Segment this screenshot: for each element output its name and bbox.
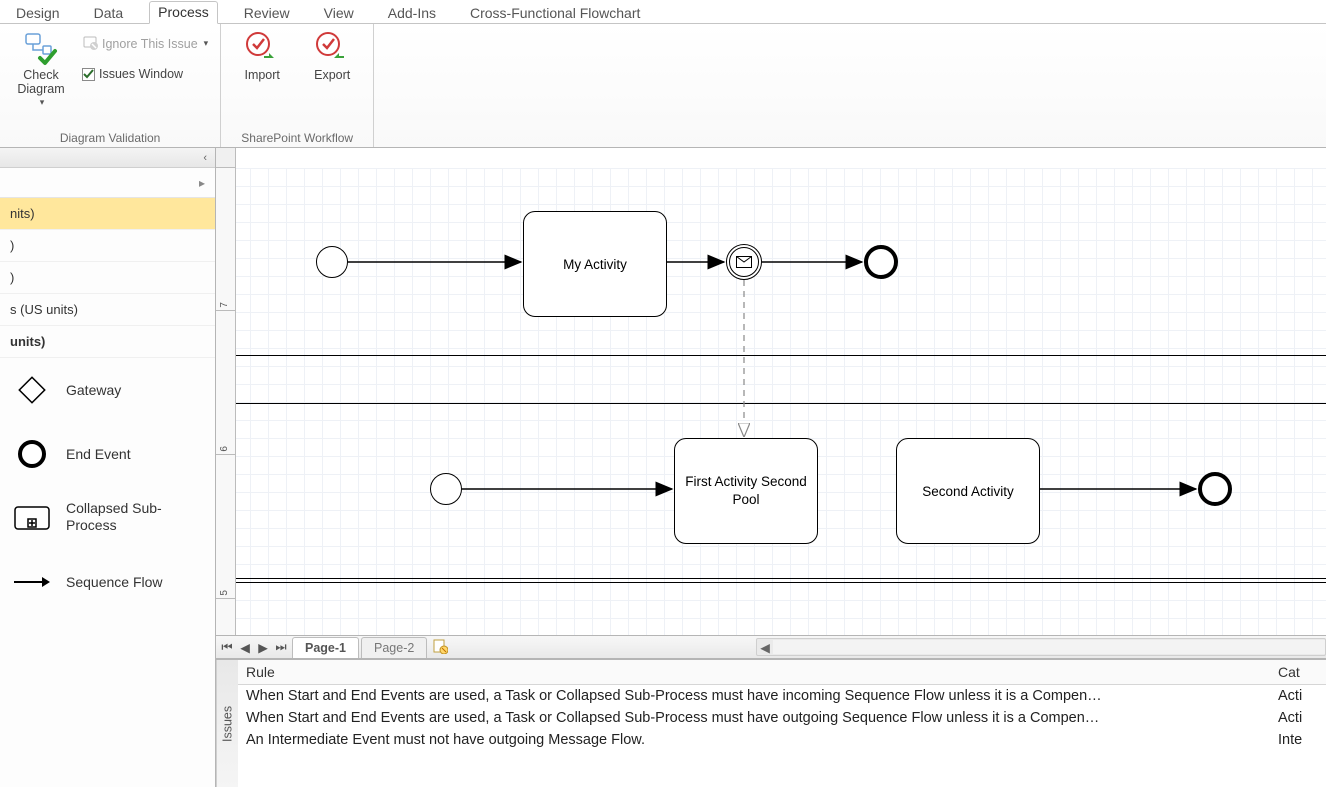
stencil-label: End Event	[66, 446, 131, 462]
edges-layer	[236, 168, 1326, 635]
stencil-label: Collapsed Sub-Process	[66, 500, 203, 534]
end-event[interactable]	[1198, 472, 1232, 506]
main: ‹ ▸ nits) ) ) s (US units) units) Gatewa…	[0, 148, 1326, 787]
task-my-activity[interactable]: My Activity	[523, 211, 667, 317]
end-event[interactable]	[864, 245, 898, 279]
canvas-wrap: 2345678 765	[216, 148, 1326, 787]
group-diagram-validation: Check Diagram Ignore This Issue	[0, 24, 221, 147]
issue-cat: Acti	[1278, 710, 1318, 726]
issues-window-toggle[interactable]: Issues Window	[80, 65, 210, 83]
issue-rule: An Intermediate Event must not have outg…	[246, 732, 1278, 748]
shape-category[interactable]: nits)	[0, 198, 215, 230]
group-label-validation: Diagram Validation	[10, 129, 210, 145]
new-page-icon[interactable]	[431, 638, 449, 657]
tab-addins[interactable]: Add-Ins	[380, 3, 444, 24]
ignore-issue-label: Ignore This Issue	[102, 37, 198, 51]
issues-col-rule[interactable]: Rule	[246, 664, 1278, 680]
stencil-list: Gateway End Event Collapsed Sub-Proce	[0, 358, 215, 787]
issues-panel-tab[interactable]: Issues	[216, 660, 238, 787]
intermediate-message-event[interactable]	[726, 244, 762, 280]
ruler-vertical: 765	[216, 168, 236, 635]
task-label: My Activity	[563, 257, 627, 272]
import-button[interactable]: Import	[231, 28, 293, 82]
shape-category[interactable]: )	[0, 230, 215, 262]
pool-boundary	[236, 355, 1326, 356]
issue-cat: Inte	[1278, 732, 1318, 748]
check-diagram-button[interactable]: Check Diagram	[10, 28, 72, 108]
group-sharepoint: Import Export SharePoint Workflow	[221, 24, 374, 147]
page-tab[interactable]: Page-1	[292, 637, 359, 658]
gateway-icon	[12, 372, 52, 408]
issues-window-label: Issues Window	[99, 67, 183, 81]
issue-rule: When Start and End Events are used, a Ta…	[246, 688, 1278, 704]
ribbon: Check Diagram Ignore This Issue	[0, 24, 1326, 148]
export-button[interactable]: Export	[301, 28, 363, 82]
tab-process[interactable]: Process	[149, 1, 218, 24]
stencil-gateway[interactable]: Gateway	[6, 368, 209, 412]
pool-boundary	[236, 403, 1326, 404]
page-nav-last-icon[interactable]: ⏭	[272, 640, 290, 655]
issues-col-cat[interactable]: Cat	[1278, 664, 1318, 680]
issues-row[interactable]: When Start and End Events are used, a Ta…	[238, 707, 1326, 729]
issues-window-checkbox[interactable]	[82, 68, 95, 81]
shapes-collapse-icon[interactable]: ‹	[0, 148, 215, 168]
shapes-more-icon[interactable]: ▸	[0, 168, 215, 198]
issues-row[interactable]: An Intermediate Event must not have outg…	[238, 729, 1326, 751]
page-nav-prev-icon[interactable]: ◀	[236, 640, 254, 655]
stencil-label: Sequence Flow	[66, 574, 163, 590]
end-event-icon	[12, 436, 52, 472]
pool-boundary	[236, 578, 1326, 579]
stencil-sequence-flow[interactable]: Sequence Flow	[6, 560, 209, 604]
shape-category[interactable]: units)	[0, 326, 215, 358]
import-label: Import	[244, 68, 279, 82]
ignore-issue-button[interactable]: Ignore This Issue	[80, 32, 210, 55]
export-icon	[314, 30, 350, 66]
tab-review[interactable]: Review	[236, 3, 298, 24]
start-event[interactable]	[430, 473, 462, 505]
stencil-label: Gateway	[66, 382, 121, 398]
ribbon-tabs: Design Data Process Review View Add-Ins …	[0, 0, 1326, 24]
tab-design[interactable]: Design	[8, 3, 68, 24]
issue-cat: Acti	[1278, 688, 1318, 704]
horizontal-scrollbar[interactable]: ◀	[756, 638, 1326, 656]
ruler-corner	[216, 148, 236, 168]
sequence-flow-icon	[12, 564, 52, 600]
issue-rule: When Start and End Events are used, a Ta…	[246, 710, 1278, 726]
stencil-end-event[interactable]: End Event	[6, 432, 209, 476]
tab-crossfunctional[interactable]: Cross-Functional Flowchart	[462, 3, 648, 24]
export-label: Export	[314, 68, 350, 82]
shape-category[interactable]: s (US units)	[0, 294, 215, 326]
shape-category[interactable]: )	[0, 262, 215, 294]
tab-view[interactable]: View	[316, 3, 362, 24]
ignore-issue-icon	[82, 34, 98, 53]
pool-boundary	[236, 582, 1326, 583]
start-event[interactable]	[316, 246, 348, 278]
page-nav-first-icon[interactable]: ⏮	[218, 640, 236, 655]
task-second-activity[interactable]: Second Activity	[896, 438, 1040, 544]
group-label-sharepoint: SharePoint Workflow	[231, 129, 363, 145]
stencil-collapsed-sub[interactable]: Collapsed Sub-Process	[6, 496, 209, 540]
tab-data[interactable]: Data	[86, 3, 132, 24]
issues-header: Rule Cat	[238, 660, 1326, 685]
page-tab[interactable]: Page-2	[361, 637, 427, 658]
canvas[interactable]: My Activity First Activity Second Pool	[236, 168, 1326, 635]
page-tab-bar: ⏮ ◀ ▶ ⏭ Page-1 Page-2 ◀	[216, 635, 1326, 659]
check-diagram-label: Check Diagram	[10, 68, 72, 97]
collapsed-sub-icon	[12, 500, 52, 536]
import-icon	[244, 30, 280, 66]
task-first-activity[interactable]: First Activity Second Pool	[674, 438, 818, 544]
issues-row[interactable]: When Start and End Events are used, a Ta…	[238, 685, 1326, 707]
check-diagram-icon	[23, 30, 59, 66]
task-label: Second Activity	[922, 484, 1014, 499]
envelope-icon	[736, 256, 752, 268]
issues-panel: Issues Rule Cat When Start and End Event…	[216, 659, 1326, 787]
scroll-track[interactable]	[773, 640, 1325, 654]
task-label: First Activity Second Pool	[683, 473, 809, 508]
scroll-left-icon[interactable]: ◀	[757, 640, 773, 655]
page-nav-next-icon[interactable]: ▶	[254, 640, 272, 655]
shapes-pane: ‹ ▸ nits) ) ) s (US units) units) Gatewa…	[0, 148, 216, 787]
